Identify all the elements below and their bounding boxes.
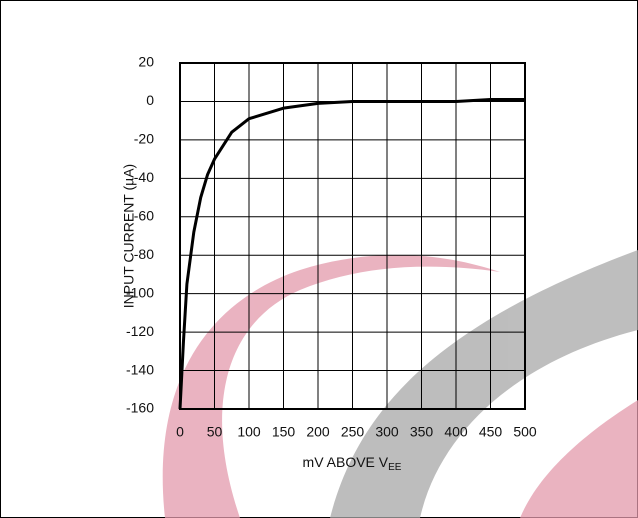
y-tick-label: -160: [126, 400, 154, 416]
x-tick-label: 250: [341, 424, 365, 440]
x-tick-label: 350: [410, 424, 434, 440]
y-tick-label: 20: [138, 54, 154, 70]
y-tick-label: 0: [146, 92, 154, 108]
plot-border: [179, 62, 526, 410]
watermark-swoosh: [162, 254, 500, 518]
watermark: [162, 250, 638, 518]
y-tick-label: -60: [134, 207, 154, 223]
x-tick-label: 100: [237, 424, 261, 440]
x-tick-label: 0: [176, 424, 184, 440]
y-tick-label: -100: [126, 284, 154, 300]
watermark-swoosh: [330, 250, 638, 518]
data-line: [178, 98, 525, 410]
y-tick-label: -20: [134, 131, 154, 147]
x-tick-label: 400: [444, 424, 468, 440]
x-tick-label: 300: [375, 424, 399, 440]
x-tick-label: 450: [479, 424, 503, 440]
x-axis-label-subscript: EE: [388, 462, 402, 473]
x-axis-label: mV ABOVE VEE: [303, 454, 402, 473]
x-tick-label: 50: [207, 424, 223, 440]
x-tick-label: 150: [272, 424, 296, 440]
x-axis-label-text: mV ABOVE V: [303, 454, 389, 470]
y-tick-label: -40: [134, 169, 154, 185]
y-tick-label: -140: [126, 361, 154, 377]
x-tick-label: 500: [513, 424, 537, 440]
watermark-swoosh: [520, 400, 638, 518]
y-tick-label: -120: [126, 323, 154, 339]
y-tick-label: -80: [134, 246, 154, 262]
y-axis-label: INPUT CURRENT (µA): [121, 164, 137, 308]
x-tick-label: 200: [306, 424, 330, 440]
